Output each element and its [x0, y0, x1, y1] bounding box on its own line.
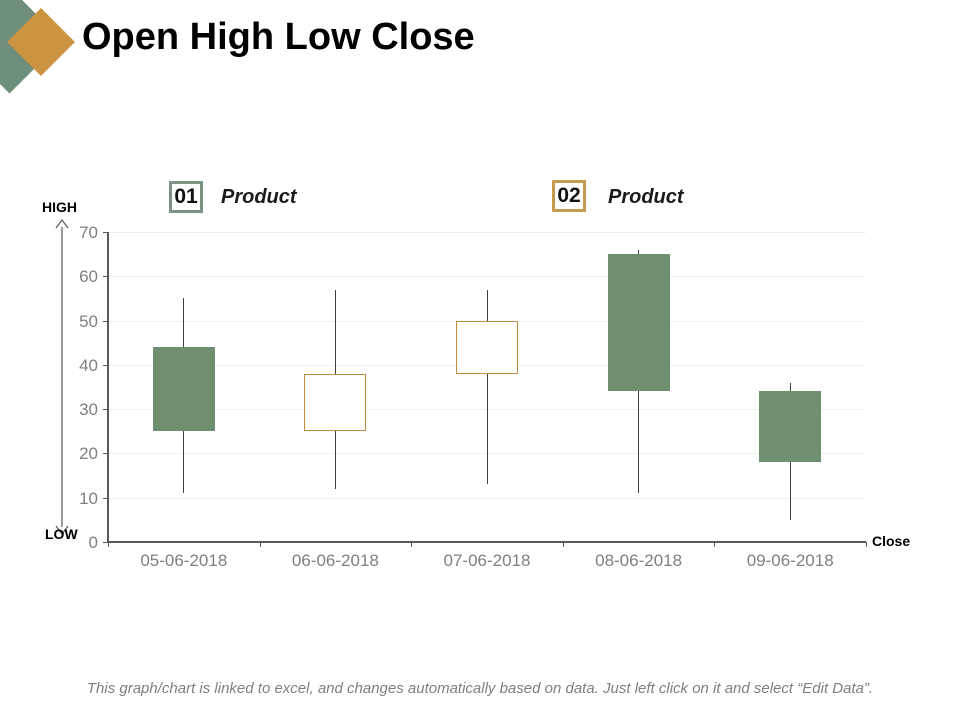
- legend-02-box: 02: [552, 180, 586, 212]
- y-tick-mark: [103, 453, 108, 455]
- y-tick-label: 70: [79, 223, 98, 242]
- footer-note: This graph/chart is linked to excel, and…: [86, 680, 874, 697]
- legend-01-label: Product: [221, 186, 297, 208]
- candle-wick: [486, 289, 488, 485]
- y-tick-mark: [103, 364, 108, 366]
- x-tick-mark: [108, 542, 109, 547]
- y-tick-mark: [103, 497, 108, 499]
- gridline: [109, 409, 866, 411]
- y-tick-label: 0: [88, 533, 98, 552]
- x-axis-label: 09-06-2018: [746, 551, 834, 570]
- y-tick-label: 50: [79, 311, 98, 331]
- y-tick-mark: [103, 320, 108, 322]
- y-tick-label: 10: [79, 488, 98, 508]
- high-low-arrow-icon: [55, 219, 69, 535]
- x-tick-mark: [562, 542, 564, 547]
- y-tick-mark: [103, 276, 108, 278]
- gridline: [109, 453, 866, 455]
- legend-01-box: 01: [169, 181, 203, 213]
- x-tick-mark: [411, 542, 413, 547]
- page-title: Open High Low Close: [82, 16, 475, 58]
- low-axis-caption: LOW: [45, 526, 78, 542]
- close-axis-caption: Close: [872, 533, 911, 549]
- x-axis-label: 08-06-2018: [595, 551, 683, 570]
- y-tick-mark: [103, 409, 108, 411]
- x-axis-line: [107, 541, 867, 543]
- candle-07-06-2018[interactable]: [456, 320, 518, 374]
- y-axis-line: [107, 232, 109, 542]
- y-tick-label: 20: [79, 444, 98, 464]
- x-axis-label: 05-06-2018: [140, 551, 228, 570]
- x-axis-label: 06-06-2018: [291, 551, 379, 570]
- gridline: [109, 276, 866, 278]
- y-tick-label: 40: [79, 355, 98, 375]
- y-tick-mark: [103, 232, 108, 233]
- gridline: [109, 497, 866, 499]
- y-tick-mark: [103, 542, 108, 543]
- candle-08-06-2018[interactable]: [607, 254, 670, 392]
- x-axis-label: 07-06-2018: [443, 551, 531, 570]
- gridline: [109, 232, 866, 233]
- x-tick-mark: [866, 542, 867, 547]
- legend-02-label: Product: [608, 186, 684, 208]
- y-tick-label: 60: [79, 267, 98, 287]
- high-axis-caption: HIGH: [42, 199, 77, 215]
- candle-05-06-2018[interactable]: [152, 347, 215, 432]
- x-tick-mark: [714, 542, 716, 547]
- candle-09-06-2018[interactable]: [759, 391, 822, 463]
- x-tick-mark: [259, 542, 261, 547]
- candle-06-06-2018[interactable]: [304, 373, 367, 432]
- y-tick-label: 30: [79, 400, 98, 420]
